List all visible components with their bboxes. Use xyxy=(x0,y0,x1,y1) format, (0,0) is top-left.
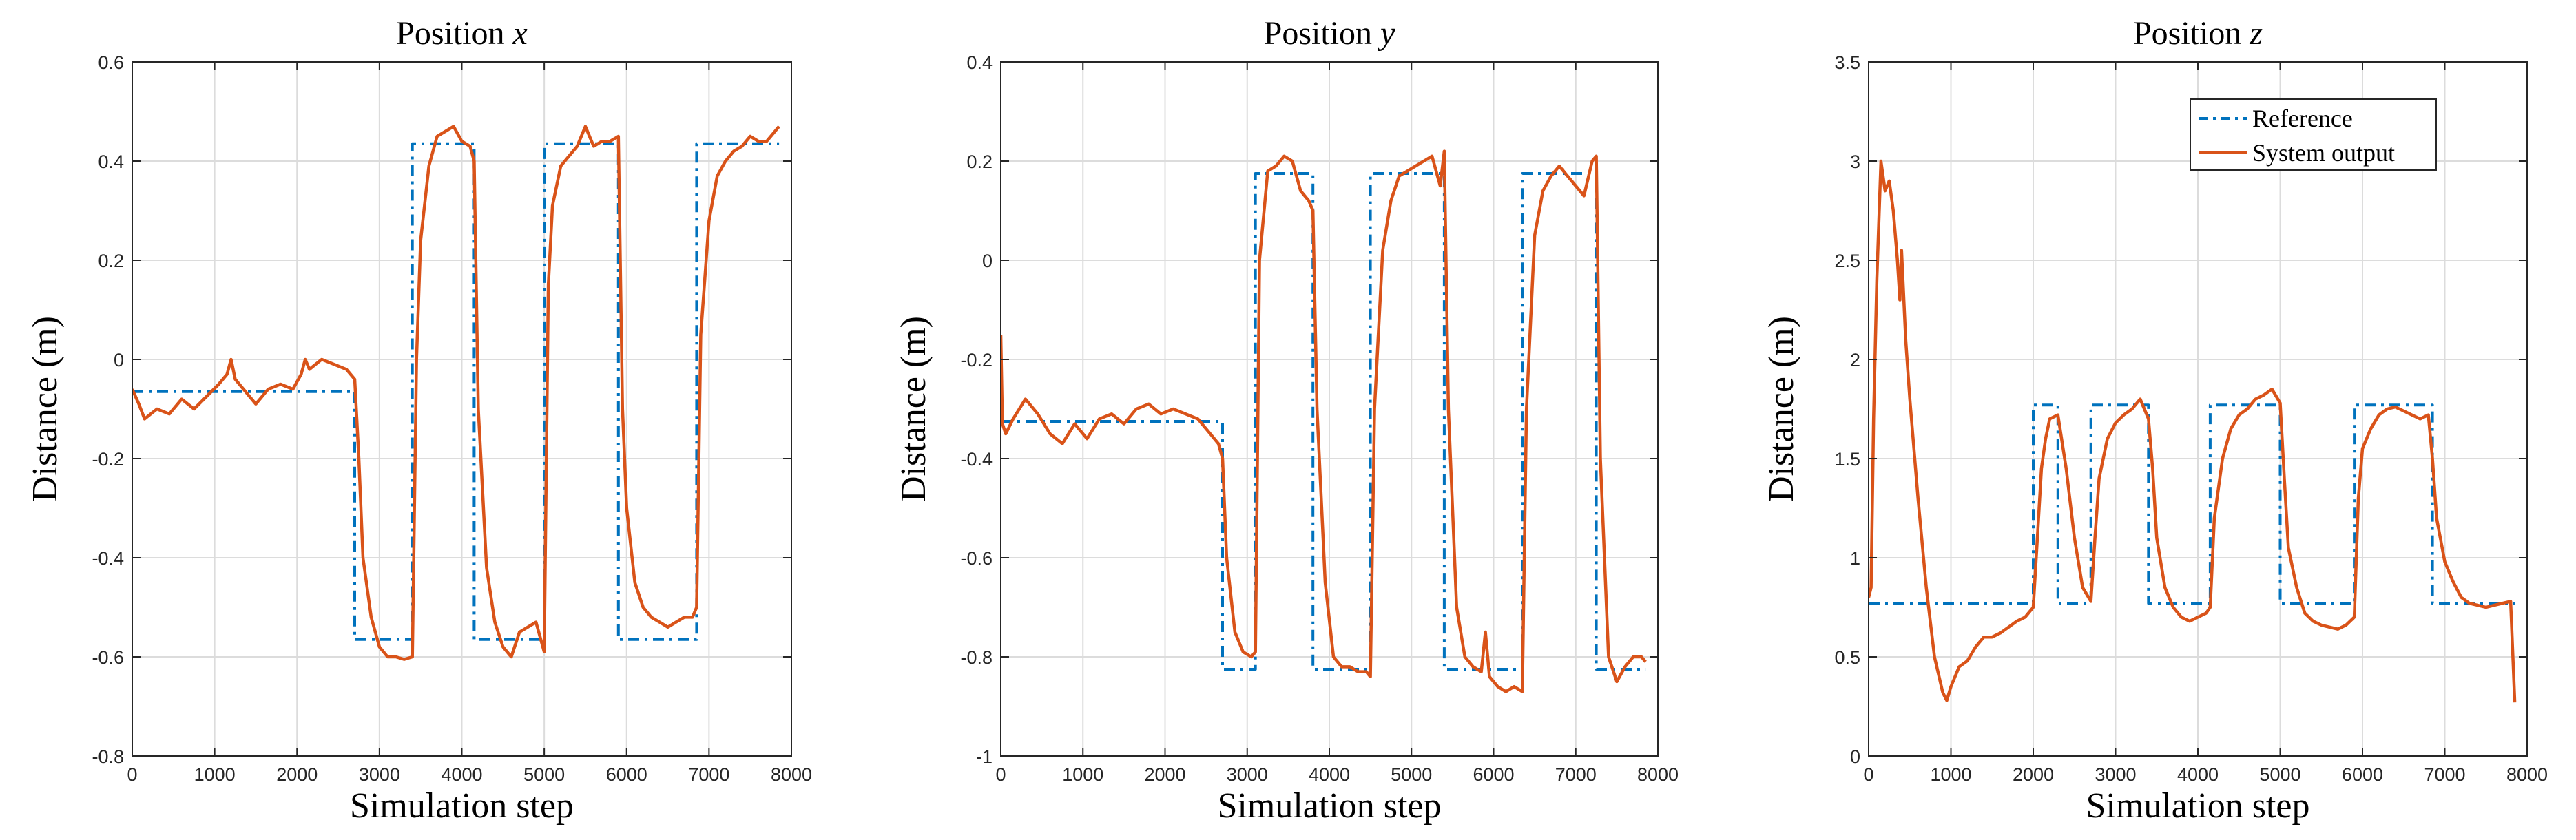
x-tick-label: 8000 xyxy=(2506,764,2548,785)
y-tick-label: 0 xyxy=(114,350,124,370)
x-tick-label: 0 xyxy=(127,764,137,785)
x-tick-label: 7000 xyxy=(1555,764,1597,785)
y-tick-label: 2.5 xyxy=(1834,251,1860,271)
x-axis-label: Simulation step xyxy=(2086,786,2310,826)
x-tick-label: 2000 xyxy=(2013,764,2054,785)
x-tick-label: 3000 xyxy=(1227,764,1268,785)
x-tick-label: 2000 xyxy=(276,764,318,785)
y-tick-label: 0.5 xyxy=(1834,647,1860,668)
system-output-series-line xyxy=(132,125,780,661)
y-tick-label: 0.4 xyxy=(98,151,124,172)
chart-title-variable: y xyxy=(1377,15,1395,52)
chart-2: 0 1000 2000 3000 4000 5000 6000 7000 8000 -1 -0.8 -… xyxy=(894,15,1679,826)
chart-title: Position z xyxy=(2133,15,2263,52)
x-axis-label: Simulation step xyxy=(350,786,574,826)
legend-reference-label: Reference xyxy=(2252,105,2353,132)
chart-title-text: Position xyxy=(396,15,512,52)
x-tick-label: 6000 xyxy=(2342,764,2383,785)
y-tick-label: -1 xyxy=(976,746,993,767)
x-tick-label: 4000 xyxy=(2177,764,2219,785)
y-tick-label: -0.4 xyxy=(960,449,993,470)
x-tick-label: 5000 xyxy=(1391,764,1432,785)
legend: Reference System output xyxy=(2190,98,2437,171)
y-tick-label: 1 xyxy=(1850,548,1860,569)
x-axis-label: Simulation step xyxy=(1218,786,1442,826)
x-tick-label: 8000 xyxy=(1637,764,1679,785)
y-axis-label: Distance (m) xyxy=(894,316,933,502)
y-tick-label: 0.6 xyxy=(98,52,124,73)
x-tick-label: 8000 xyxy=(771,764,812,785)
x-tick-label: 1000 xyxy=(1062,764,1103,785)
chart-title-text: Position xyxy=(2133,15,2250,52)
chart-title: Position y xyxy=(1264,15,1395,52)
chart-1: 0 1000 2000 3000 4000 5000 6000 7000 8000 -0.8 -0.… xyxy=(25,15,812,826)
x-tick-label: 6000 xyxy=(606,764,647,785)
x-tick-label: 5000 xyxy=(523,764,565,785)
y-tick-label: 0 xyxy=(1850,746,1860,767)
system-output-series-line xyxy=(1001,149,1647,693)
y-tick-label: -0.4 xyxy=(92,548,124,569)
y-tick-label: 3.5 xyxy=(1834,52,1860,73)
y-tick-label: 2 xyxy=(1850,350,1860,370)
x-tick-label: 0 xyxy=(1863,764,1873,785)
y-tick-label: -0.2 xyxy=(960,350,993,370)
x-tick-label: 1000 xyxy=(194,764,236,785)
y-tick-label: 1.5 xyxy=(1834,449,1860,470)
y-tick-label: -0.6 xyxy=(960,548,993,569)
x-tick-label: 3000 xyxy=(2095,764,2136,785)
x-tick-label: 3000 xyxy=(359,764,400,785)
y-tick-label: -0.2 xyxy=(92,449,124,470)
y-tick-label: -0.8 xyxy=(960,647,993,668)
reference-series-line xyxy=(1869,403,2515,605)
y-tick-label: -0.6 xyxy=(92,647,124,668)
x-tick-label: 4000 xyxy=(1309,764,1350,785)
x-tick-label: 5000 xyxy=(2259,764,2300,785)
reference-series-line xyxy=(132,142,780,641)
x-tick-label: 1000 xyxy=(1930,764,1971,785)
x-tick-label: 0 xyxy=(995,764,1006,785)
chart-title-text: Position xyxy=(1264,15,1380,52)
x-tick-label: 6000 xyxy=(1473,764,1514,785)
y-axis-label: Distance (m) xyxy=(25,316,65,502)
y-tick-label: 0.2 xyxy=(966,151,993,172)
system-output-series-line xyxy=(1869,159,2517,703)
chart-title-variable: x xyxy=(512,15,528,52)
y-tick-label: 0.2 xyxy=(98,251,124,271)
x-tick-label: 2000 xyxy=(1144,764,1185,785)
chart-title: Position x xyxy=(396,15,528,52)
y-tick-label: -0.8 xyxy=(92,746,124,767)
legend-output-label: System output xyxy=(2252,139,2395,167)
legend-box xyxy=(2190,98,2437,171)
y-tick-label: 0.4 xyxy=(966,52,993,73)
chart-3: 0 1000 2000 3000 4000 5000 6000 7000 8000 0 0.5 1 1.… xyxy=(1762,15,2548,826)
x-tick-label: 7000 xyxy=(688,764,729,785)
y-tick-label: 0 xyxy=(982,251,993,271)
x-tick-label: 4000 xyxy=(441,764,482,785)
x-tick-label: 7000 xyxy=(2424,764,2465,785)
y-tick-label: 3 xyxy=(1850,151,1860,172)
chart-title-variable: z xyxy=(2249,15,2263,52)
y-axis-label: Distance (m) xyxy=(1762,316,1801,502)
